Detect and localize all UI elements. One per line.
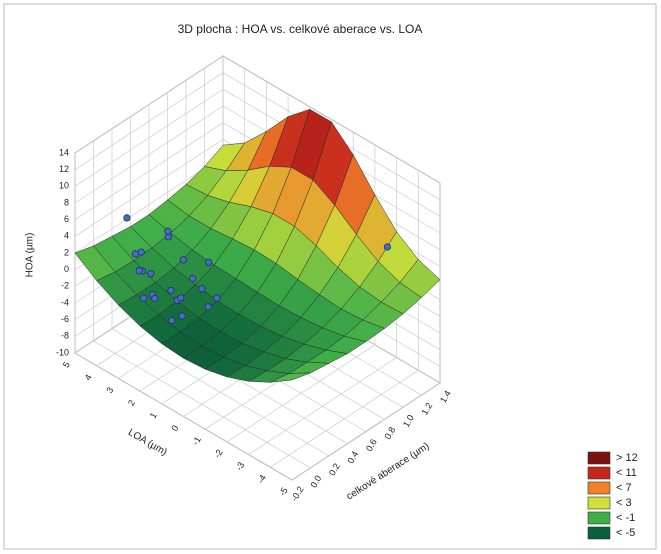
legend-swatch	[587, 466, 611, 480]
data-point	[189, 274, 197, 283]
legend-label: < -1	[616, 512, 635, 524]
data-point	[151, 294, 159, 303]
y-tick-label: 0	[169, 424, 180, 433]
y-tick-label: 4	[83, 373, 94, 382]
legend-label: < 3	[616, 497, 632, 509]
z-tick-label: 0	[64, 264, 69, 274]
data-point	[198, 285, 206, 293]
surface-cell	[270, 372, 311, 383]
data-point	[178, 312, 186, 320]
legend-label: < -5	[616, 527, 635, 539]
legend-swatch	[587, 526, 611, 540]
y-tick-label: -3	[234, 460, 247, 472]
y-tick-label: -2	[212, 448, 225, 460]
y-tick-label: 2	[126, 398, 137, 407]
data-point	[177, 294, 185, 302]
z-tick-label: 12	[59, 164, 69, 174]
z-tick-label: 8	[64, 197, 69, 207]
data-point	[168, 316, 176, 325]
data-point	[147, 270, 155, 278]
z-tick-label: -2	[61, 281, 69, 291]
y-tick-label: -1	[190, 435, 203, 447]
legend-swatch	[587, 511, 611, 525]
z-tick-label: -8	[61, 331, 69, 341]
legend-swatch	[587, 481, 611, 495]
legend-label: > 12	[616, 452, 638, 464]
data-point	[167, 286, 175, 295]
z-axis-title: HOA (µm)	[25, 233, 36, 278]
z-tick-label: -6	[61, 314, 69, 324]
data-point	[123, 214, 131, 222]
data-point	[204, 303, 212, 311]
legend-label: < 11	[616, 467, 637, 479]
y-tick-label: -4	[255, 473, 268, 485]
z-tick-label: -10	[56, 347, 69, 357]
grid-line	[74, 72, 441, 201]
z-tick-label: 2	[64, 247, 69, 257]
data-point	[383, 243, 391, 251]
data-point	[135, 266, 143, 275]
legend-swatch	[587, 496, 611, 510]
grid-line	[74, 88, 441, 217]
data-point	[140, 294, 148, 302]
y-tick-label: 3	[104, 385, 115, 394]
y-tick-label: 5	[61, 360, 72, 369]
chart-title: 3D plocha : HOA vs. celkové aberace vs. …	[178, 22, 423, 36]
legend-swatch	[587, 451, 611, 465]
legend-label: < 7	[616, 482, 632, 494]
data-point	[179, 256, 187, 264]
data-point	[164, 227, 172, 235]
grid-line	[74, 55, 441, 184]
z-tick-label: 6	[64, 214, 69, 224]
data-point	[137, 248, 145, 256]
y-tick-label: 1	[148, 411, 159, 420]
data-point	[131, 250, 139, 258]
y-tick-label: -5	[277, 486, 290, 498]
z-tick-label: 4	[64, 231, 69, 241]
data-point	[205, 258, 213, 266]
data-point	[213, 294, 221, 302]
z-tick-label: 14	[59, 147, 69, 157]
z-tick-label: 10	[59, 181, 69, 191]
z-tick-label: -4	[61, 297, 69, 307]
